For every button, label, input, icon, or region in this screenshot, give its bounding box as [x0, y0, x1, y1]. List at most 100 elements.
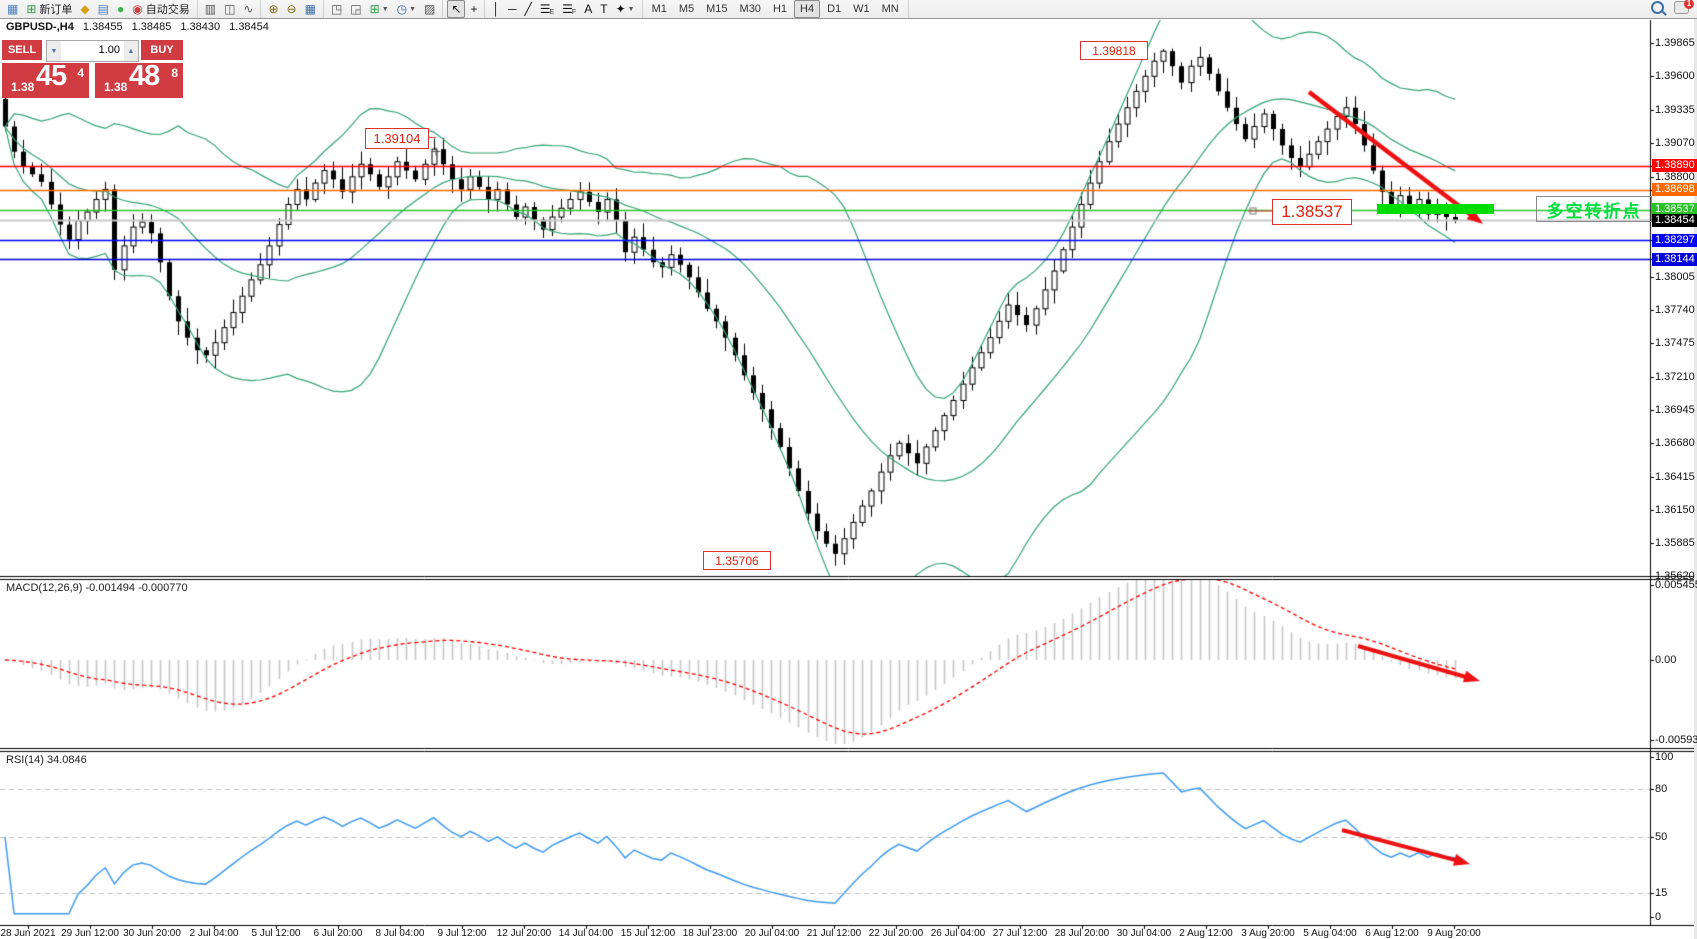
- price-axis-tick: 1.36150: [1655, 503, 1695, 516]
- price-axis-tick: 1.37210: [1655, 370, 1695, 383]
- ask-prefix: 1.38: [104, 80, 128, 94]
- history-center-icon-glyph: ▤: [97, 2, 109, 16]
- price-axis-tick: 1.37475: [1655, 337, 1695, 350]
- volume-decrease-button[interactable]: ▼: [47, 41, 61, 61]
- tf-m5[interactable]: M5: [678, 3, 695, 15]
- chart-window-icon-glyph: ▦: [7, 2, 19, 16]
- cursor-tool[interactable]: ↖: [447, 0, 466, 18]
- candlestick-chart-icon-glyph: ◫: [224, 2, 236, 16]
- cascade-windows-icon[interactable]: ◳: [328, 1, 345, 17]
- time-axis-label: 14 Jul 04:00: [558, 928, 614, 939]
- tf-m1[interactable]: M1: [651, 3, 667, 15]
- tile-windows-icon-glyph: ▦: [304, 2, 316, 16]
- macd-axis-tick: -0.005938: [1655, 734, 1697, 746]
- bar-chart-icon[interactable]: ▥: [202, 1, 219, 17]
- market-news-icon-glyph: ●: [116, 2, 125, 16]
- quote-line: GBPUSD-,H4 1.38455 1.38485 1.38430 1.384…: [6, 21, 269, 33]
- sell-button[interactable]: SELL: [2, 40, 42, 60]
- tf-m15[interactable]: M15: [706, 3, 728, 15]
- price-axis-tick: 1.37740: [1655, 304, 1695, 317]
- rsi-axis-tick: 0: [1655, 911, 1662, 923]
- period-button[interactable]: ◷ ▼: [396, 2, 417, 16]
- window-edge: [1694, 0, 1697, 939]
- price-label-box: 1.39104: [365, 128, 429, 149]
- arrange-windows-icon[interactable]: ◲: [347, 1, 364, 17]
- add-indicator-button[interactable]: ⊞ ▼: [369, 2, 389, 16]
- macd-label: MACD(12,26,9) -0.001494 -0.000770: [6, 582, 188, 594]
- cursor-tool-glyph: ↖: [451, 2, 462, 16]
- autotrading-button[interactable]: ◉ 自动交易: [132, 2, 190, 16]
- shapes-tool[interactable]: ✦ ▼: [615, 2, 635, 16]
- text-tool[interactable]: A: [581, 1, 595, 17]
- price-axis-badge: 1.38144: [1652, 252, 1697, 266]
- add-indicator-button-glyph: ⊞: [369, 2, 380, 16]
- time-axis-label: 21 Jul 12:00: [806, 928, 862, 939]
- volume-value[interactable]: 1.00: [98, 44, 120, 56]
- tf-w1[interactable]: W1: [853, 3, 870, 15]
- chat-icon[interactable]: 1: [1674, 0, 1694, 14]
- time-axis-label: 9 Aug 20:00: [1427, 928, 1481, 939]
- line-chart-icon[interactable]: ∿: [240, 1, 256, 17]
- trendline-tool[interactable]: ╱: [521, 1, 534, 17]
- zoom-out-icon-glyph: ⊖: [286, 2, 297, 16]
- fibonacci-tool[interactable]: ☰ F: [562, 2, 577, 16]
- tf-m30[interactable]: M30: [739, 3, 761, 15]
- template-button[interactable]: ▨: [421, 1, 438, 17]
- tf-mn[interactable]: MN: [881, 3, 899, 15]
- bid-price-block[interactable]: 1.38 45 4: [2, 60, 89, 98]
- price-label-box: 1.38537: [1272, 199, 1352, 225]
- vertical-line-tool[interactable]: │: [489, 1, 503, 17]
- buy-button[interactable]: BUY: [141, 40, 183, 60]
- history-center-icon[interactable]: ▤: [95, 1, 112, 17]
- candlestick-chart-icon[interactable]: ◫: [221, 1, 238, 17]
- price-axis-badge: 1.38454: [1652, 213, 1697, 227]
- horizontal-line-tool-glyph: ─: [507, 2, 517, 16]
- ask-pip-digit: 8: [171, 66, 178, 80]
- zoom-out-icon[interactable]: ⊖: [284, 1, 300, 17]
- tile-windows-icon[interactable]: ▦: [302, 1, 319, 17]
- time-axis-label: 2 Aug 12:00: [1179, 928, 1233, 939]
- rsi-axis-tick: 50: [1655, 831, 1668, 843]
- time-axis-label: 12 Jul 20:00: [496, 928, 552, 939]
- time-axis-label: 9 Jul 12:00: [437, 928, 487, 939]
- time-axis-label: 30 Jun 20:00: [123, 928, 181, 939]
- price-axis-badge: 1.38297: [1652, 233, 1697, 247]
- one-click-trade-panel: SELL ▼ 1.00 ▲ BUY 1.38 45 4 1.38 48 8: [2, 40, 183, 98]
- gold-icon[interactable]: ◆: [77, 1, 92, 17]
- crosshair-tool[interactable]: +: [467, 1, 480, 17]
- quote-symbol: GBPUSD-,H4: [6, 21, 74, 33]
- zoom-in-icon[interactable]: ⊕: [265, 1, 281, 17]
- price-axis-tick: 1.35620: [1655, 570, 1695, 583]
- search-icon[interactable]: [1651, 1, 1664, 14]
- new-order-button[interactable]: ⊞ 新订单: [26, 2, 73, 16]
- time-axis-label: 6 Aug 12:00: [1365, 928, 1419, 939]
- quote-open: 1.38455: [82, 21, 123, 33]
- channel-tool[interactable]: ☰ E: [539, 2, 555, 16]
- time-axis-label: 27 Jul 12:00: [992, 928, 1048, 939]
- main-toolbar: ▦ ⊞ 新订单 ◆ ▤ ● ◉ 自动交易 ▥ ◫ ∿ ⊕ ⊖ ▦ ◳ ◲ ⊞ ▼ ◷ ▼ ▨ ↖ + │ ─ ╱ ☰ E ☰ F A T ✦ ▼ M…: [0, 0, 1697, 19]
- period-button-glyph: ◷: [396, 2, 408, 16]
- time-axis-label: 8 Jul 04:00: [375, 928, 425, 939]
- time-axis-label: 6 Jul 20:00: [313, 928, 363, 939]
- ask-price-block[interactable]: 1.38 48 8: [95, 60, 183, 98]
- quote-close: 1.38454: [229, 21, 269, 33]
- support-highlight-bar[interactable]: [1377, 204, 1494, 214]
- annotation-turning-point[interactable]: 多空转折点: [1536, 196, 1652, 222]
- label-tool[interactable]: T: [597, 1, 610, 17]
- tf-d1[interactable]: D1: [827, 3, 842, 15]
- bid-big-digits: 45: [36, 60, 67, 92]
- tf-h1[interactable]: H1: [772, 3, 787, 15]
- trendline-tool-glyph: ╱: [524, 2, 532, 16]
- volume-increase-button[interactable]: ▲: [124, 41, 138, 61]
- horizontal-line-tool[interactable]: ─: [505, 1, 520, 17]
- chart-window-icon[interactable]: ▦: [4, 1, 21, 17]
- ask-big-digits: 48: [129, 60, 160, 92]
- time-axis-label: 28 Jun 2021: [0, 928, 56, 939]
- price-axis-tick: 1.38005: [1655, 270, 1695, 283]
- macd-axis-tick: 0.00: [1655, 654, 1677, 666]
- time-axis-label: 2 Jul 04:00: [189, 928, 239, 939]
- bar-chart-icon-glyph: ▥: [204, 2, 217, 16]
- market-news-icon[interactable]: ●: [114, 1, 127, 17]
- tf-h4[interactable]: H4: [794, 0, 821, 18]
